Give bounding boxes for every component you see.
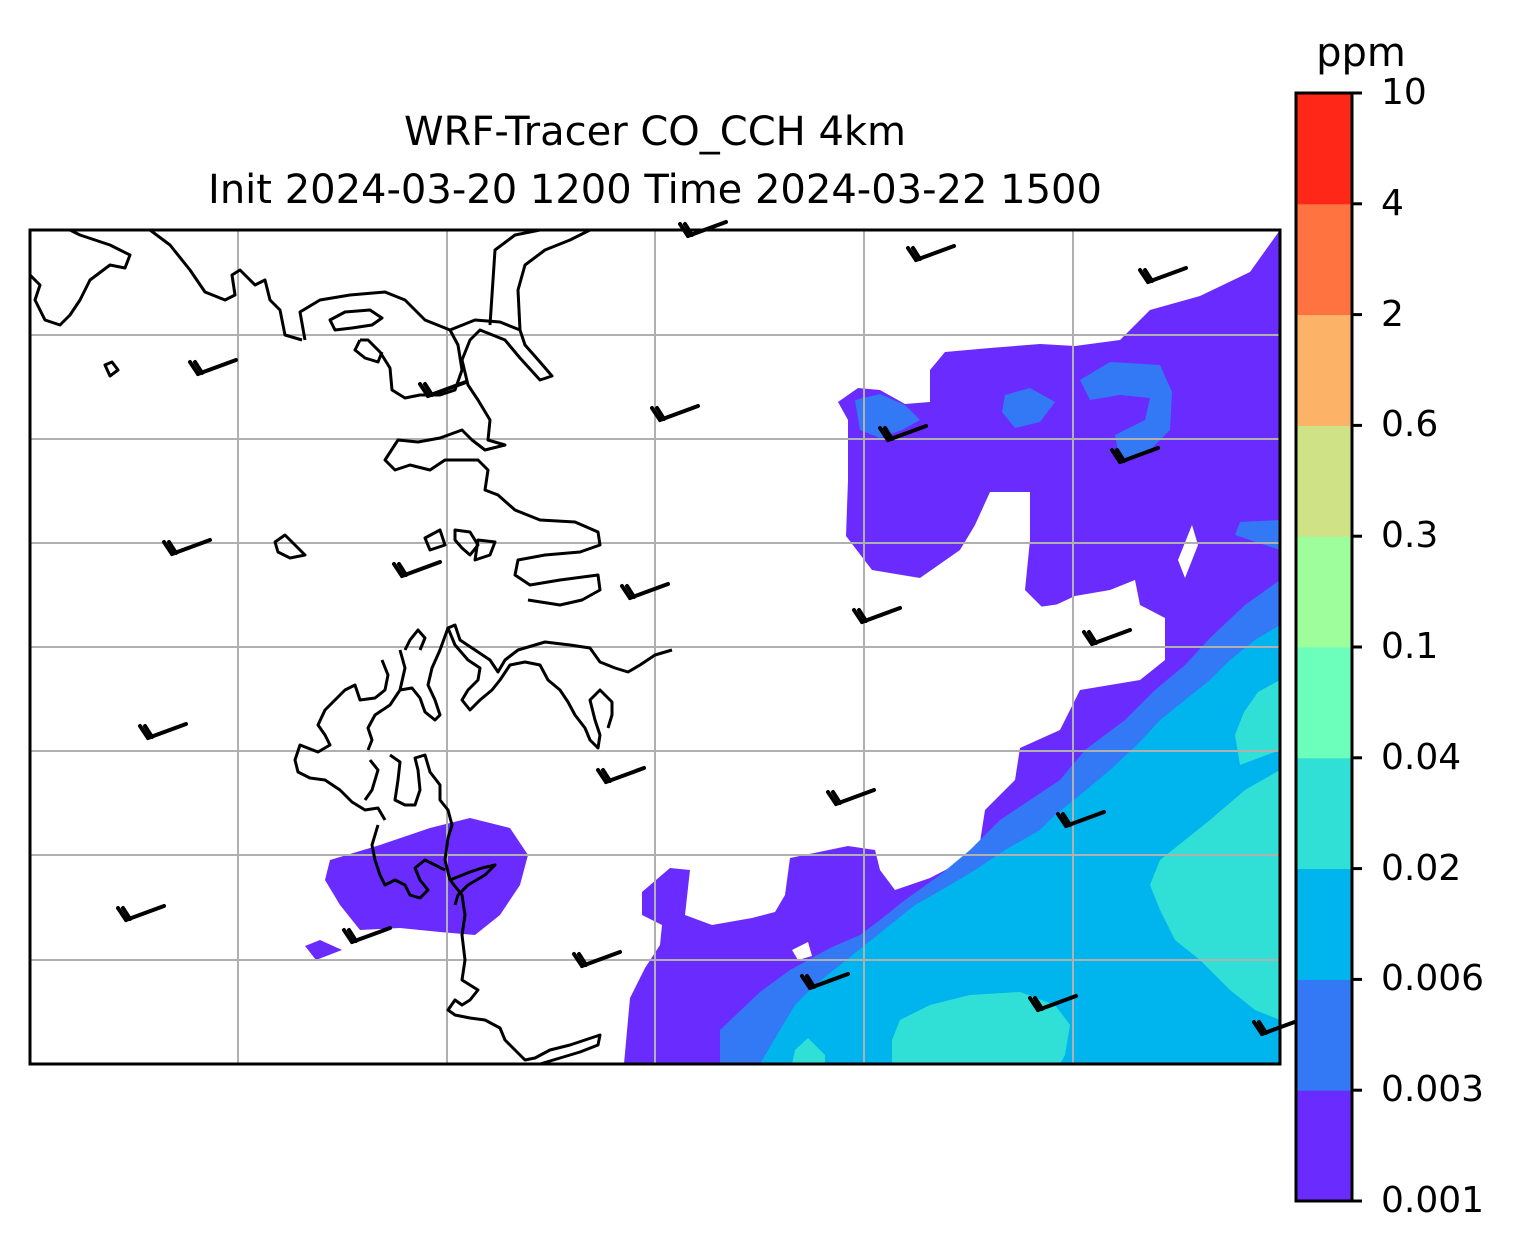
- colorbar-segment: [1296, 979, 1352, 1091]
- colorbar-segment: [1296, 93, 1352, 205]
- colorbar-segment: [1296, 536, 1352, 648]
- colorbar-tick-label: 0.001: [1381, 1180, 1485, 1221]
- coastline: [30, 230, 673, 1064]
- colorbar-tick-label: 2: [1381, 293, 1404, 335]
- colorbar-unit-label: ppm: [1316, 30, 1406, 76]
- colorbar-tick-label: 0.6: [1381, 404, 1439, 446]
- colorbar-segment: [1296, 757, 1352, 870]
- colorbar-tick-label: 10: [1381, 72, 1427, 113]
- band-0-02: [1150, 770, 1280, 1020]
- colorbar-tick-label: 0.04: [1381, 736, 1462, 778]
- colorbar-segment: [1296, 425, 1352, 537]
- colorbar-tick-label: 0.006: [1381, 958, 1485, 1000]
- band-0-001-west: [325, 818, 528, 935]
- colorbar-tick-label: 4: [1381, 182, 1404, 224]
- colorbar-tick-label: 0.1: [1381, 626, 1439, 667]
- colorbar-segment: [1296, 1090, 1352, 1202]
- colorbar-segment: [1296, 203, 1352, 316]
- colorbar-segment: [1296, 868, 1352, 980]
- map-gridlines: [30, 230, 1280, 1064]
- map-subtitle: Init 2024-03-20 1200 Time 2024-03-22 150…: [208, 167, 1102, 213]
- colorbar-segment: [1296, 647, 1352, 759]
- colorbar: [1294, 91, 1362, 1203]
- colorbar-tick-label: 0.3: [1381, 515, 1439, 557]
- band-0-006: [760, 625, 1280, 1064]
- colorbar-segment: [1296, 314, 1352, 426]
- map-title: WRF-Tracer CO_CCH 4km: [403, 109, 907, 155]
- colorbar-tick-label: 0.003: [1381, 1069, 1485, 1111]
- map-frame: [28, 228, 1282, 1066]
- colorbar-tick-label: 0.02: [1381, 847, 1462, 889]
